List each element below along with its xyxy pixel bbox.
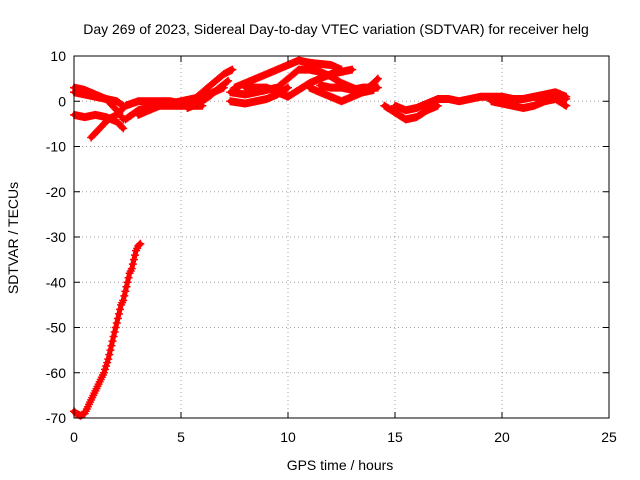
data-point bbox=[117, 123, 126, 132]
data-point bbox=[562, 101, 571, 110]
series-arc-18 bbox=[498, 88, 571, 103]
data-point bbox=[109, 332, 118, 341]
data-point bbox=[562, 92, 571, 101]
data-point bbox=[348, 65, 357, 74]
data-point bbox=[110, 328, 119, 337]
y-tick-label: -60 bbox=[46, 365, 66, 381]
data-point bbox=[224, 76, 233, 85]
data-point bbox=[228, 65, 237, 74]
data-point bbox=[222, 77, 231, 86]
data-point bbox=[135, 240, 144, 249]
series-arc-2 bbox=[70, 88, 128, 110]
data-point bbox=[282, 84, 291, 93]
y-tick-label: -20 bbox=[46, 184, 66, 200]
ticks: 0 5 10 15 20 25 10 0 -10 -20 -30 -40 -50 -60 -70 bbox=[46, 48, 617, 445]
series-arc-19 bbox=[70, 239, 145, 420]
y-tick-label: 0 bbox=[58, 93, 66, 109]
data-point bbox=[128, 260, 137, 269]
series-arc-17 bbox=[487, 94, 571, 113]
data-point bbox=[108, 337, 117, 346]
series-arc-8 bbox=[183, 76, 233, 113]
x-tick-label: 10 bbox=[280, 429, 296, 445]
x-tick-label: 5 bbox=[177, 429, 185, 445]
data-point bbox=[114, 309, 123, 318]
data-point bbox=[116, 305, 125, 314]
x-tick-label: 25 bbox=[601, 429, 617, 445]
x-tick-label: 15 bbox=[387, 429, 403, 445]
data-point bbox=[107, 341, 116, 350]
data-point bbox=[129, 255, 138, 264]
data-point bbox=[113, 314, 122, 323]
y-tick-label: -30 bbox=[46, 229, 66, 245]
series-arc-12 bbox=[226, 83, 292, 108]
y-tick-label: -70 bbox=[46, 410, 66, 426]
data-point bbox=[119, 296, 128, 305]
data-point bbox=[106, 346, 115, 355]
data-point bbox=[123, 278, 132, 287]
data-point bbox=[119, 124, 128, 133]
data-point bbox=[120, 291, 129, 300]
data-point bbox=[104, 355, 113, 364]
x-tick-label: 20 bbox=[494, 429, 510, 445]
series-arc-9 bbox=[230, 56, 346, 92]
series-arc-16 bbox=[380, 101, 442, 124]
y-tick-label: -10 bbox=[46, 139, 66, 155]
data-point bbox=[112, 318, 121, 327]
chart-title: Day 269 of 2023, Sidereal Day-to-day VTE… bbox=[83, 21, 589, 37]
data-point bbox=[105, 350, 114, 359]
x-axis-title: GPS time / hours bbox=[287, 457, 394, 473]
data-point bbox=[373, 83, 382, 92]
y-tick-label: 10 bbox=[50, 48, 66, 64]
x-tick-label: 0 bbox=[70, 429, 78, 445]
data-point bbox=[373, 74, 382, 83]
data-point bbox=[121, 287, 130, 296]
data-point bbox=[111, 323, 120, 332]
series-arc-14 bbox=[316, 81, 382, 94]
data-point bbox=[127, 264, 136, 273]
data-point bbox=[372, 75, 381, 84]
series-group bbox=[70, 56, 571, 420]
data-point bbox=[124, 273, 133, 282]
data-point bbox=[136, 239, 145, 248]
y-tick-label: -40 bbox=[46, 274, 66, 290]
data-point bbox=[284, 83, 292, 92]
data-point bbox=[561, 101, 570, 110]
data-point bbox=[433, 101, 442, 110]
y-tick-label: -50 bbox=[46, 320, 66, 336]
y-axis-title: SDTVAR / TECUs bbox=[5, 182, 21, 294]
data-point bbox=[122, 282, 131, 291]
data-point bbox=[130, 251, 139, 260]
